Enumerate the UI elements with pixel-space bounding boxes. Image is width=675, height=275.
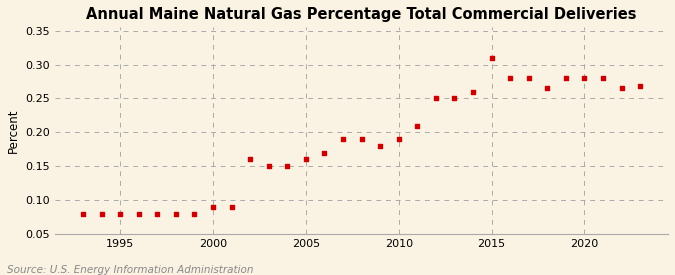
Point xyxy=(226,205,237,209)
Point xyxy=(115,211,126,216)
Point xyxy=(152,211,163,216)
Point xyxy=(616,86,627,90)
Point xyxy=(542,86,553,90)
Point xyxy=(634,84,645,89)
Point xyxy=(449,96,460,101)
Point xyxy=(375,144,385,148)
Y-axis label: Percent: Percent xyxy=(7,108,20,153)
Point xyxy=(319,150,330,155)
Point xyxy=(96,211,107,216)
Point xyxy=(282,164,293,168)
Point xyxy=(300,157,311,162)
Point xyxy=(133,211,144,216)
Point xyxy=(505,76,516,80)
Point xyxy=(189,211,200,216)
Point xyxy=(394,137,404,141)
Title: Annual Maine Natural Gas Percentage Total Commercial Deliveries: Annual Maine Natural Gas Percentage Tota… xyxy=(86,7,637,22)
Point xyxy=(431,96,441,101)
Point xyxy=(523,76,534,80)
Point xyxy=(412,123,423,128)
Point xyxy=(338,137,348,141)
Point xyxy=(78,211,88,216)
Point xyxy=(560,76,571,80)
Point xyxy=(245,157,256,162)
Point xyxy=(356,137,367,141)
Point xyxy=(263,164,274,168)
Point xyxy=(208,205,219,209)
Point xyxy=(468,89,479,94)
Point xyxy=(579,76,590,80)
Point xyxy=(597,76,608,80)
Point xyxy=(486,56,497,60)
Point xyxy=(171,211,182,216)
Text: Source: U.S. Energy Information Administration: Source: U.S. Energy Information Administ… xyxy=(7,265,253,275)
